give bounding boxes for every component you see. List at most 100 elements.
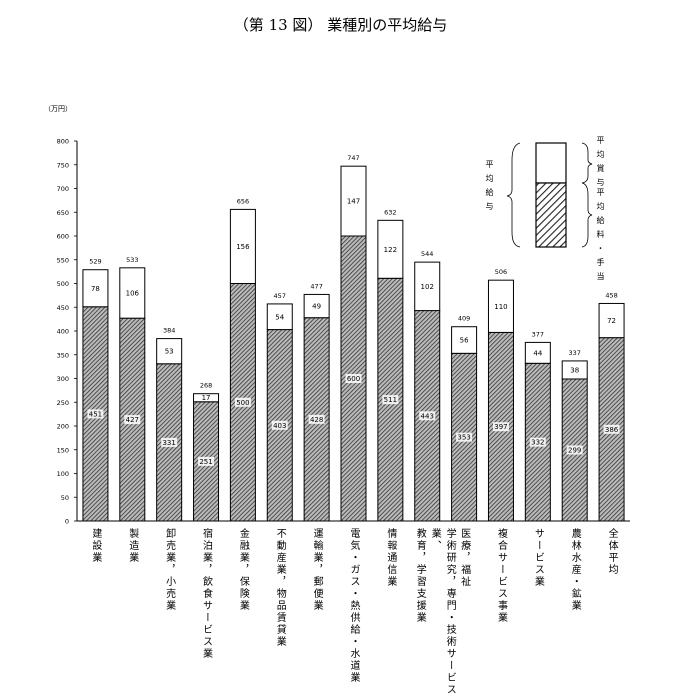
y-tick-label: 0 bbox=[65, 518, 69, 526]
salary-label-bg bbox=[234, 397, 251, 407]
x-category-label: 医療，福祉 bbox=[458, 528, 470, 588]
bar-bonus bbox=[119, 267, 146, 319]
y-tick-label: 200 bbox=[57, 423, 69, 431]
salary-data-label: 428 bbox=[310, 416, 323, 424]
bonus-data-label: 72 bbox=[607, 317, 616, 325]
legend-salary-label: 平均給料・手当 bbox=[596, 188, 605, 286]
salary-label-bg bbox=[529, 437, 546, 447]
bar-bonus bbox=[451, 326, 478, 354]
salary-data-label: 251 bbox=[199, 458, 212, 466]
bar-bonus bbox=[82, 269, 109, 308]
y-tick-label: 350 bbox=[57, 351, 69, 359]
bonus-data-label: 147 bbox=[347, 198, 360, 206]
x-category-label: 全体平均 bbox=[606, 528, 618, 576]
bonus-data-label: 106 bbox=[126, 290, 140, 298]
salary-data-label: 386 bbox=[605, 426, 619, 434]
y-tick-label: 750 bbox=[57, 161, 69, 169]
salary-data-label: 353 bbox=[457, 434, 470, 442]
x-category-label: 学術研究，専門・技術サービス業、 教育，学習支援業 bbox=[414, 528, 456, 696]
bar-salary bbox=[303, 317, 330, 522]
y-tick-label: 550 bbox=[57, 256, 69, 264]
salary-label-bg bbox=[308, 414, 325, 424]
bar-bonus bbox=[561, 360, 588, 380]
salary-data-label: 403 bbox=[273, 422, 286, 430]
y-tick-label: 300 bbox=[57, 375, 69, 383]
total-data-label: 656 bbox=[237, 197, 249, 205]
x-category-label: 卸売業，小売業 bbox=[163, 528, 175, 612]
y-tick-label: 600 bbox=[57, 233, 69, 241]
y-tick-label: 250 bbox=[57, 399, 69, 407]
bar-bonus bbox=[414, 261, 441, 312]
salary-label-bg bbox=[419, 411, 436, 421]
salary-label-bg bbox=[271, 420, 288, 430]
legend-white-swatch bbox=[535, 142, 567, 184]
salary-data-label: 443 bbox=[421, 412, 434, 420]
x-category-label: 不動産業，物品賃貸業 bbox=[274, 528, 286, 648]
total-data-label: 477 bbox=[310, 282, 322, 290]
x-category-label: 運輸業，郵便業 bbox=[311, 528, 323, 612]
bonus-data-label: 44 bbox=[533, 349, 542, 357]
bonus-data-label: 54 bbox=[275, 313, 284, 321]
bonus-data-label: 56 bbox=[460, 337, 469, 345]
bonus-data-label: 49 bbox=[312, 303, 321, 311]
salary-data-label: 500 bbox=[236, 399, 249, 407]
total-data-label: 632 bbox=[384, 208, 396, 216]
salary-label-bg bbox=[161, 437, 178, 447]
total-data-label: 409 bbox=[458, 315, 470, 323]
x-category-label: 建設業 bbox=[89, 528, 101, 564]
bonus-data-label: 102 bbox=[421, 283, 434, 291]
bar-bonus bbox=[340, 165, 367, 237]
y-tick-label: 700 bbox=[57, 185, 69, 193]
bonus-data-label: 122 bbox=[384, 246, 397, 254]
y-tick-label: 500 bbox=[57, 280, 69, 288]
bar-bonus bbox=[156, 338, 183, 365]
total-data-label: 268 bbox=[200, 382, 212, 390]
bar-bonus bbox=[524, 341, 551, 364]
y-tick-label: 800 bbox=[57, 138, 69, 146]
bar-bonus bbox=[193, 393, 220, 403]
chart-title: （第 13 図） 業種別の平均給与 bbox=[233, 16, 448, 34]
salary-label-bg bbox=[87, 409, 104, 419]
legend-right-brace-top bbox=[581, 142, 593, 184]
legend-left-brace bbox=[506, 142, 521, 248]
y-tick-label: 450 bbox=[57, 304, 69, 312]
salary-data-label: 451 bbox=[89, 410, 102, 418]
total-data-label: 506 bbox=[495, 268, 507, 276]
y-tick-label: 650 bbox=[57, 209, 69, 217]
bonus-data-label: 110 bbox=[494, 303, 507, 311]
bonus-data-label: 38 bbox=[570, 366, 579, 374]
y-tick-label: 150 bbox=[57, 446, 69, 454]
salary-data-label: 299 bbox=[568, 446, 581, 454]
bar-bonus bbox=[229, 208, 256, 284]
legend-total-label: 平均給与 bbox=[485, 160, 494, 216]
bonus-data-label: 156 bbox=[236, 243, 250, 251]
legend-right-brace-bottom bbox=[581, 182, 593, 248]
total-data-label: 457 bbox=[274, 292, 286, 300]
total-data-label: 337 bbox=[568, 349, 580, 357]
salary-label-bg bbox=[382, 395, 399, 405]
legend-bonus-label: 平均賞与 bbox=[596, 136, 605, 192]
bar-bonus bbox=[303, 293, 330, 319]
legend bbox=[506, 142, 593, 248]
legend-hatched-swatch bbox=[535, 182, 567, 248]
x-category-label: サービス業 bbox=[532, 528, 544, 588]
bar-bonus bbox=[598, 302, 625, 339]
salary-data-label: 397 bbox=[494, 423, 507, 431]
salary-data-label: 331 bbox=[162, 439, 175, 447]
total-data-label: 529 bbox=[89, 258, 101, 266]
salary-label-bg bbox=[198, 456, 215, 466]
total-data-label: 544 bbox=[421, 250, 433, 258]
x-category-label: 電気・ガス・熱供給・水道業 bbox=[348, 528, 359, 684]
bonus-data-label: 17 bbox=[202, 394, 211, 402]
x-category-label: 金融業，保険業 bbox=[237, 528, 249, 612]
y-tick-label: 100 bbox=[57, 470, 69, 478]
y-tick-label: 400 bbox=[57, 328, 69, 336]
x-category-label: 宿泊業，飲食サービス業 bbox=[200, 528, 212, 660]
total-data-label: 533 bbox=[126, 256, 138, 264]
salary-data-label: 427 bbox=[126, 416, 139, 424]
x-category-label: 複合サービス事業 bbox=[495, 528, 507, 624]
total-data-label: 458 bbox=[605, 291, 617, 299]
x-category-label: 製造業 bbox=[126, 528, 138, 564]
salary-label-bg bbox=[566, 445, 583, 455]
